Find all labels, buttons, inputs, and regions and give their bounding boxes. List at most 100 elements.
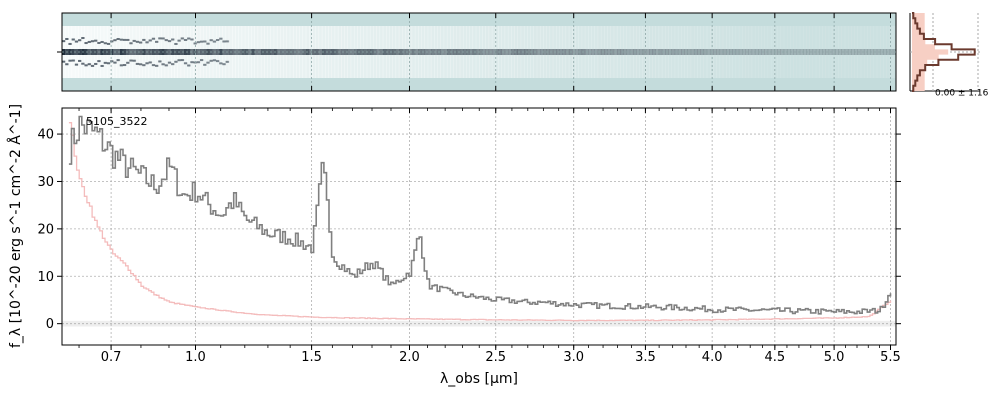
spectrum-2d-trace (655, 49, 660, 55)
spectrum-2d-trace (462, 49, 467, 55)
spectrum-2d-noise (135, 40, 140, 43)
spectrum-2d-noise (215, 39, 220, 42)
spectrum-2d-noise (97, 60, 101, 63)
spectrum-2d-noise (65, 37, 69, 40)
spectrum-1d-panel: 0.7 1.0 1.5 2.0 2.5 3.0 3.5 4.0 4.5 5.0 5.5 0 10 20 3… (7, 104, 901, 387)
spectrum-2d-halo (738, 26, 743, 78)
spectrum-2d-trace (280, 49, 284, 55)
spectrum-2d-trace (222, 49, 227, 55)
spectrum-2d-noise (84, 42, 89, 45)
spectrum-2d-trace (286, 49, 291, 55)
spectrum-2d-halo (604, 26, 608, 78)
spectrum-2d-trace (232, 49, 236, 55)
spectrum-2d-noise (193, 42, 198, 45)
profile-label: 0.00 ± 1.16 (935, 89, 989, 99)
spectrum-2d-trace (610, 49, 615, 55)
spectrum-2d-trace (174, 49, 178, 55)
spectrum-2d-trace (491, 49, 496, 55)
spectrum-2d-halo (867, 26, 871, 78)
spectrum-2d-noise (145, 62, 150, 65)
spectrum-2d-noise (90, 40, 95, 43)
spectrum-2d-halo (751, 26, 756, 78)
spectrum-2d-noise (94, 62, 98, 65)
spectrum-2d-trace (238, 49, 243, 55)
spectrum-2d-trace (572, 49, 576, 55)
spectrum-2d-trace (722, 49, 727, 55)
spectrum-2d-trace (382, 49, 387, 55)
spectrum-2d-halo (690, 26, 695, 78)
spectrum-2d-trace (507, 49, 512, 55)
y-tick-label: 40 (37, 128, 54, 143)
spectrum-2d-trace (591, 49, 595, 55)
x-axis-title-text: λ_obs [μm] (440, 371, 518, 387)
spectrum-2d-trace (738, 49, 743, 55)
spectrum-2d-halo (491, 26, 496, 78)
spectrum-2d-halo (838, 26, 842, 78)
spectrum-2d-trace (167, 49, 172, 55)
spectrum-2d-halo (767, 26, 772, 78)
spectrum-2d-noise (110, 60, 114, 63)
spectrum-2d-trace (219, 49, 223, 55)
spectrum-2d-noise (68, 59, 73, 62)
spectrum-2d-halo (572, 26, 576, 78)
spectrum-2d-noise (190, 38, 195, 41)
spectrum-2d-noise (183, 62, 188, 65)
spectrum-2d-trace (119, 49, 124, 55)
spectrum-2d-trace (819, 49, 823, 55)
spectrum-2d-noise (129, 42, 134, 45)
spectrum-2d-halo (879, 26, 884, 78)
spectrum-2d-trace (379, 49, 384, 55)
data-spectrum-line (68, 115, 892, 315)
spectrum-2d-halo (735, 26, 740, 78)
spectrum-2d-halo (588, 26, 592, 78)
spectrum-2d-trace (562, 49, 567, 55)
spectrum-2d-trace (514, 49, 518, 55)
y-axis-title-text: f_λ [10^-20 erg s^-1 cm^-2 Å^-1] (7, 104, 24, 348)
spectrum-2d-trace (623, 49, 628, 55)
spectrum-2d-noise (103, 61, 108, 64)
spectrum-2d-noise (106, 42, 111, 45)
spectrum-2d-trace (331, 49, 336, 55)
spectrum-2d-noise (203, 63, 207, 66)
x-tick-label: 2.5 (485, 350, 506, 365)
spectrum-2d-trace (479, 49, 483, 55)
spectrum-2d-halo (847, 26, 852, 78)
x-tick-label: 5.5 (880, 350, 901, 365)
x-gridlines (110, 108, 891, 345)
spectrum-2d-trace (495, 49, 499, 55)
spectrum-2d-halo (687, 26, 692, 78)
spectrum-2d-noise (183, 38, 188, 41)
spectrum-2d-noise (161, 63, 166, 66)
spectrum-2d-trace (594, 49, 599, 55)
spectrum-2d-trace (674, 49, 679, 55)
spectrum-2d-noise (203, 40, 207, 43)
spectrum-2d-trace (879, 49, 884, 55)
spectrum-2d-trace (735, 49, 740, 55)
spectrum-2d-trace (187, 49, 191, 55)
spectrum-2d-noise (90, 64, 95, 67)
spectrum-2d-trace (199, 49, 204, 55)
spectrum-2d-noise (103, 42, 108, 45)
spectrum-2d-trace (106, 49, 111, 55)
x-tick-label: 4.5 (764, 350, 785, 365)
spectrum-2d-noise (87, 63, 92, 66)
spectrum-2d-noise (212, 59, 217, 62)
spectrum-2d-noise (110, 40, 114, 43)
spectrum-2d-trace (318, 49, 323, 55)
spectrum-2d-halo (658, 26, 663, 78)
spectrum-2d-noise (74, 40, 79, 43)
spectrum-2d-trace (626, 49, 631, 55)
spectrum-2d-trace (539, 49, 544, 55)
spectrum-2d-halo (623, 26, 628, 78)
spectrum-2d-trace (347, 49, 352, 55)
spectrum-2d-halo (822, 26, 826, 78)
x-tick-label: 1.5 (301, 350, 322, 365)
spectrum-2d-trace (767, 49, 772, 55)
spectrum-2d-trace (642, 49, 647, 55)
spectrum-2d-trace (267, 49, 271, 55)
x-axis-title: λ_obs [μm] (440, 371, 518, 387)
spectrum-2d-halo (870, 26, 875, 78)
spectrum-2d-trace (103, 49, 108, 55)
